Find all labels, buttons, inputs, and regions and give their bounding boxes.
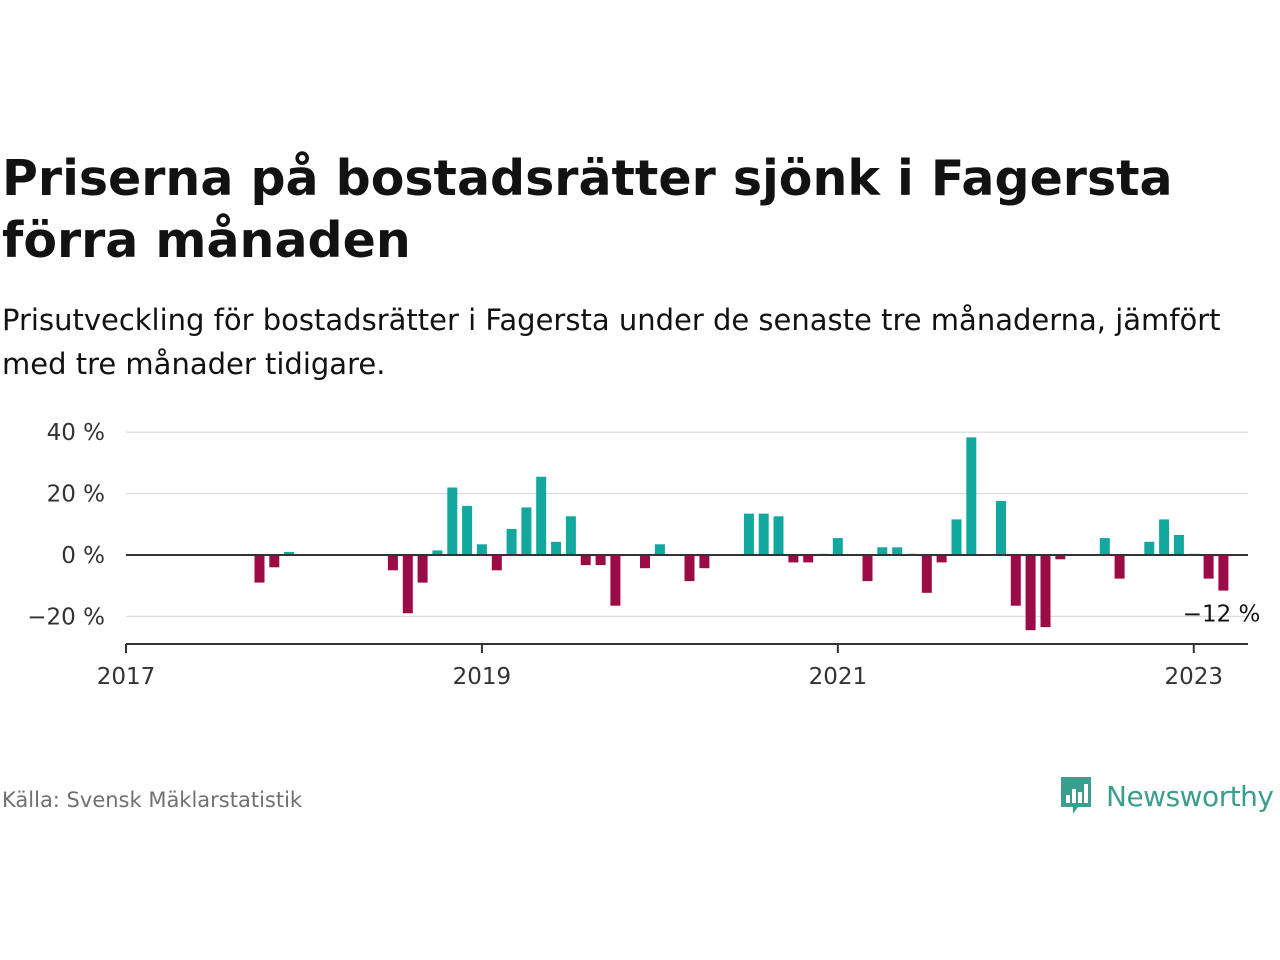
bar-positive <box>551 541 562 555</box>
source-note: Källa: Svensk Mäklarstatistik <box>2 788 303 812</box>
bar-negative <box>595 555 606 566</box>
bar-positive <box>462 505 473 555</box>
bar-negative <box>254 555 265 583</box>
x-tick-label: 2017 <box>97 664 156 690</box>
bar-negative <box>862 555 873 582</box>
bar-negative <box>491 555 502 571</box>
bar-positive <box>892 547 903 555</box>
bar-negative <box>580 555 591 566</box>
y-tick-label: 40 % <box>47 420 105 446</box>
bar-negative <box>1010 555 1021 606</box>
bar-negative <box>402 555 413 614</box>
bar-positive <box>476 544 487 555</box>
bar-positive <box>1099 538 1110 555</box>
bar-negative <box>699 555 710 569</box>
x-tick-label: 2021 <box>809 664 868 690</box>
x-tick-label: 2023 <box>1164 664 1223 690</box>
bar-positive <box>1159 519 1170 555</box>
bar-positive <box>773 516 784 555</box>
bar-positive <box>447 487 458 555</box>
bar-positive <box>832 538 843 555</box>
bar-chart-speech-bubble-icon <box>1061 777 1091 814</box>
bar-positive <box>565 516 576 555</box>
bar-negative <box>387 555 398 571</box>
bar-series <box>254 437 1229 631</box>
chart-title: Priserna på bostadsrätter sjönk i Fagers… <box>2 150 1173 269</box>
bar-positive <box>743 513 754 555</box>
bar-positive <box>506 528 517 555</box>
bar-negative <box>803 555 814 563</box>
x-tick-label: 2019 <box>453 664 512 690</box>
bar-positive <box>996 501 1006 555</box>
axes <box>125 554 1248 653</box>
bar-positive <box>1173 535 1184 555</box>
grid-lines <box>126 431 1248 618</box>
labels: 40 % 20 % 0 % −20 % 2017 2019 2021 2023 −12 % <box>27 420 1260 690</box>
bar-negative <box>640 555 650 569</box>
brand-name: Newsworthy <box>1106 779 1274 813</box>
bar-negative <box>1025 555 1036 631</box>
y-tick-label: 0 % <box>61 543 105 569</box>
bar-positive <box>951 519 962 555</box>
bar-negative <box>788 555 799 563</box>
bar-chart: 40 % 20 % 0 % −20 % 2017 2019 2021 2023 −12 % <box>27 420 1260 690</box>
bar-negative <box>1218 555 1229 591</box>
bar-positive <box>432 550 443 555</box>
chart-subtitle: Prisutveckling för bostadsrätter i Fager… <box>2 303 1221 381</box>
bar-negative <box>1040 555 1051 628</box>
newsworthy-logo: Newsworthy <box>1058 774 1274 818</box>
bar-positive <box>284 551 295 555</box>
y-tick-label: 20 % <box>47 482 105 508</box>
bar-positive <box>758 513 769 555</box>
bar-negative <box>684 555 695 582</box>
bar-negative <box>1055 555 1066 560</box>
bar-positive <box>966 437 977 555</box>
last-value-label: −12 % <box>1183 602 1261 628</box>
bar-negative <box>610 555 621 606</box>
bar-positive <box>654 544 665 555</box>
bar-negative <box>936 555 947 563</box>
bar-negative <box>269 555 280 568</box>
bar-positive <box>1144 541 1155 555</box>
y-tick-label: −20 % <box>27 604 105 630</box>
bar-negative <box>1114 555 1125 579</box>
bar-positive <box>521 507 532 555</box>
bar-negative <box>1203 555 1214 579</box>
bar-positive <box>536 476 547 555</box>
bar-positive <box>877 547 888 555</box>
bar-negative <box>417 555 428 583</box>
bar-negative <box>921 555 932 593</box>
